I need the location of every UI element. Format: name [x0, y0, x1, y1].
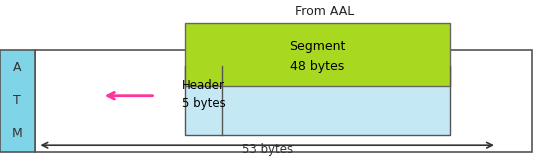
- Text: A: A: [13, 61, 21, 74]
- Text: 48 bytes: 48 bytes: [291, 61, 345, 73]
- Text: Segment: Segment: [289, 40, 346, 53]
- Text: M: M: [12, 127, 23, 140]
- Text: From AAL: From AAL: [295, 5, 354, 18]
- Bar: [0, 50, 35, 152]
- Text: 53 bytes: 53 bytes: [242, 143, 294, 156]
- Text: Header: Header: [182, 79, 225, 92]
- Bar: [185, 66, 450, 135]
- Bar: [185, 23, 450, 86]
- Text: 5 bytes: 5 bytes: [182, 98, 226, 110]
- Bar: [35, 50, 532, 152]
- Text: T: T: [13, 94, 21, 107]
